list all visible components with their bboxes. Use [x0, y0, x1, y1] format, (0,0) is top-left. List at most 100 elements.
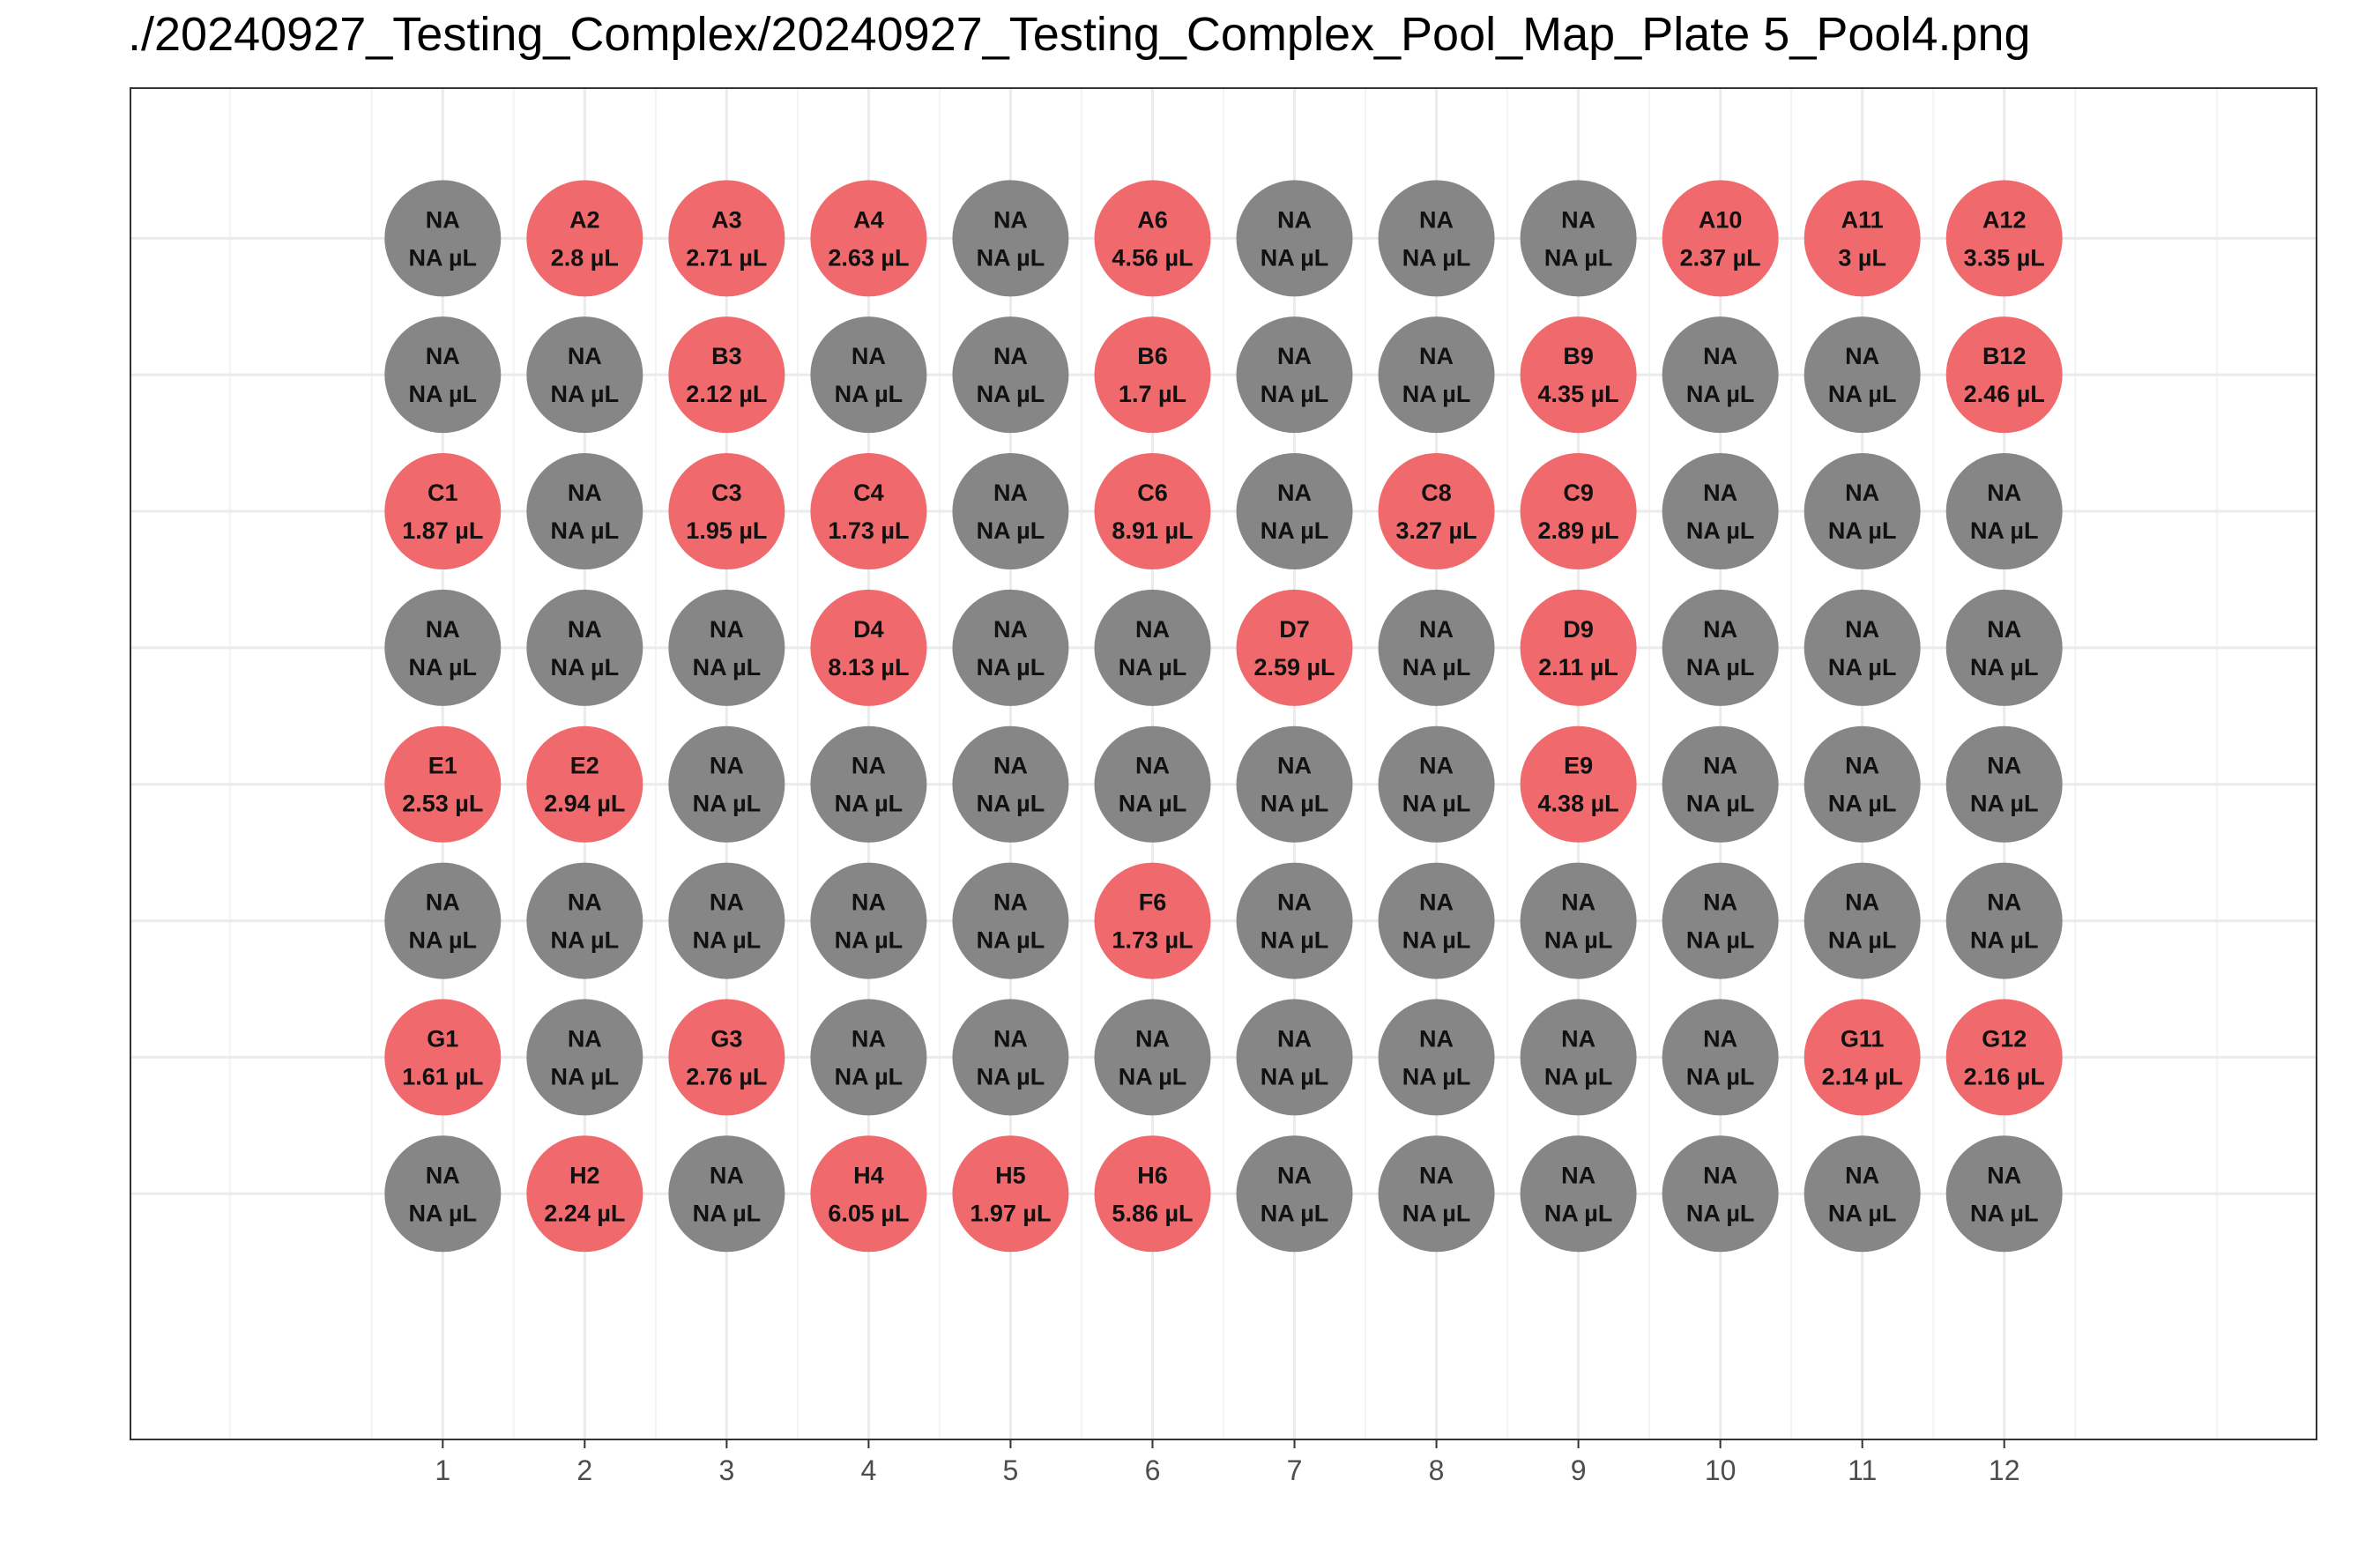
well-circle [668, 1135, 785, 1253]
well-volume-label: NA µL [1402, 244, 1471, 271]
well-name-label: NA [1703, 480, 1737, 506]
well-volume-label: NA µL [409, 244, 478, 271]
well-circle [952, 316, 1069, 434]
well-circle [384, 589, 502, 706]
well-volume-label: NA µL [977, 927, 1045, 954]
well-name-label: NA [1703, 889, 1737, 916]
well-volume-label: NA µL [977, 517, 1045, 544]
well-F7: NA NA µL [1236, 862, 1353, 979]
well-volume-label: NA µL [1970, 791, 2039, 817]
well-circle [1662, 589, 1779, 706]
well-C5: NA NA µL [952, 453, 1069, 570]
well-name-label: C9 [1563, 480, 1594, 506]
well-circle [810, 1135, 927, 1253]
well-circle [1804, 180, 1921, 297]
well-name-label: NA [1561, 206, 1595, 233]
well-volume-label: 1.95 µL [686, 517, 767, 544]
well-volume-label: NA µL [1828, 791, 1897, 817]
well-name-label: G11 [1841, 1025, 1885, 1052]
well-name-label: D4 [853, 616, 884, 643]
well-volume-label: NA µL [551, 381, 620, 407]
well-volume-label: NA µL [1261, 1063, 1329, 1090]
well-C3: C3 1.95 µL [668, 453, 785, 570]
well-E10: NA NA µL [1662, 725, 1779, 843]
well-name-label: NA [1561, 1025, 1595, 1052]
well-name-label: G1 [427, 1025, 458, 1052]
well-volume-label: NA µL [1828, 381, 1897, 407]
well-name-label: NA [568, 1025, 602, 1052]
well-volume-label: NA µL [409, 654, 478, 681]
wells: NA NA µL A2 2.8 µL A3 2.71 µL A4 2.63 µL NA NA µL… [384, 180, 2063, 1253]
well-volume-label: NA µL [1261, 1200, 1329, 1226]
well-circle [1094, 1135, 1211, 1253]
well-circle [1378, 862, 1495, 979]
well-circle [952, 589, 1069, 706]
well-name-label: C4 [853, 480, 884, 506]
well-F1: NA NA µL [384, 862, 502, 979]
well-F2: NA NA µL [526, 862, 643, 979]
well-H9: NA NA µL [1520, 1135, 1637, 1253]
well-G3: G3 2.76 µL [668, 999, 785, 1116]
well-H5: H5 1.97 µL [952, 1135, 1069, 1253]
well-circle [952, 453, 1069, 570]
well-name-label: NA [1135, 753, 1170, 779]
well-volume-label: NA µL [1970, 654, 2039, 681]
well-volume-label: 2.46 µL [1964, 381, 2045, 407]
well-name-label: NA [1135, 616, 1170, 643]
well-B10: NA NA µL [1662, 316, 1779, 434]
well-volume-label: NA µL [1686, 381, 1755, 407]
well-name-label: NA [993, 480, 1028, 506]
well-volume-label: NA µL [1970, 1200, 2039, 1226]
well-C4: C4 1.73 µL [810, 453, 927, 570]
well-circle [1804, 453, 1921, 570]
well-name-label: NA [852, 1025, 886, 1052]
well-E3: NA NA µL [668, 725, 785, 843]
well-volume-label: 1.97 µL [970, 1200, 1051, 1226]
well-name-label: NA [993, 1025, 1028, 1052]
well-volume-label: 1.61 µL [402, 1063, 483, 1090]
well-circle [668, 453, 785, 570]
well-circle [1804, 316, 1921, 434]
well-volume-label: 2.11 µL [1538, 654, 1618, 681]
well-volume-label: NA µL [1544, 244, 1613, 271]
well-circle [1945, 180, 2063, 297]
well-name-label: NA [568, 343, 602, 369]
well-name-label: NA [993, 889, 1028, 916]
well-name-label: NA [993, 616, 1028, 643]
well-name-label: A4 [853, 206, 884, 233]
well-name-label: NA [1987, 480, 2021, 506]
well-circle [1520, 725, 1637, 843]
well-A9: NA NA µL [1520, 180, 1637, 297]
well-volume-label: 8.91 µL [1112, 517, 1193, 544]
well-name-label: NA [1561, 889, 1595, 916]
well-C7: NA NA µL [1236, 453, 1353, 570]
well-name-label: NA [426, 1162, 460, 1188]
well-name-label: NA [852, 343, 886, 369]
well-circle [1236, 862, 1353, 979]
well-B9: B9 4.35 µL [1520, 316, 1637, 434]
well-name-label: NA [426, 343, 460, 369]
well-circle [526, 453, 643, 570]
well-D2: NA NA µL [526, 589, 643, 706]
well-volume-label: 2.59 µL [1253, 654, 1335, 681]
well-circle [1662, 1135, 1779, 1253]
well-name-label: NA [1419, 753, 1454, 779]
well-A6: A6 4.56 µL [1094, 180, 1211, 297]
well-H8: NA NA µL [1378, 1135, 1495, 1253]
well-volume-label: NA µL [1828, 1200, 1897, 1226]
well-volume-label: NA µL [977, 791, 1045, 817]
well-F4: NA NA µL [810, 862, 927, 979]
well-D4: D4 8.13 µL [810, 589, 927, 706]
well-circle [668, 862, 785, 979]
x-tick-label: 4 [861, 1454, 877, 1486]
well-name-label: NA [852, 889, 886, 916]
x-tick-label: 7 [1287, 1454, 1303, 1486]
well-name-label: E2 [570, 753, 599, 779]
well-name-label: NA [993, 343, 1028, 369]
well-volume-label: NA µL [693, 927, 762, 954]
well-circle [1094, 180, 1211, 297]
well-circle [526, 180, 643, 297]
well-volume-label: NA µL [1119, 1063, 1187, 1090]
well-name-label: A3 [711, 206, 742, 233]
well-name-label: NA [1419, 1025, 1454, 1052]
